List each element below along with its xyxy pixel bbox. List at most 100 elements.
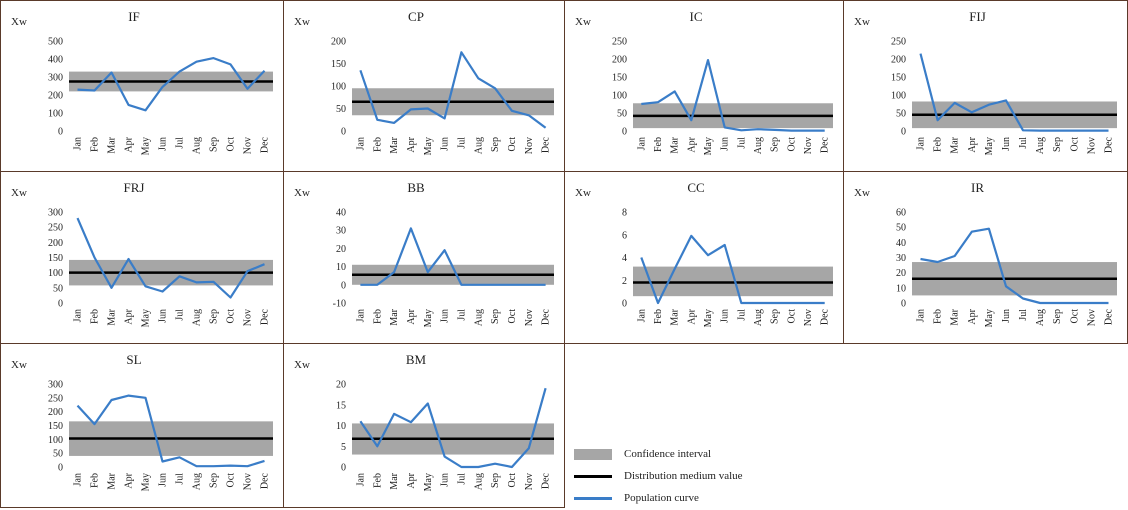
chart-title: SL xyxy=(126,352,141,367)
y-tick-label: 200 xyxy=(331,37,346,48)
x-tick-label: Mar xyxy=(950,308,961,325)
x-tick-label: Apr xyxy=(406,472,417,488)
x-tick-label: Dec xyxy=(1103,308,1114,325)
x-tick-label: May xyxy=(141,309,152,327)
y-tick-label: 100 xyxy=(48,435,63,446)
y-tick-label: 30 xyxy=(336,226,346,237)
y-tick-label: 0 xyxy=(901,127,906,138)
x-tick-label: Jul xyxy=(175,137,186,149)
x-tick-label: Oct xyxy=(507,473,518,488)
x-tick-label: Jul xyxy=(736,309,747,321)
y-tick-label: 200 xyxy=(612,55,627,66)
x-tick-label: Oct xyxy=(226,473,237,488)
y-tick-label: 0 xyxy=(58,127,63,138)
x-tick-label: May xyxy=(423,137,434,155)
chart-title: CC xyxy=(687,180,704,195)
x-tick-label: Jun xyxy=(158,473,169,487)
x-tick-label: Jun xyxy=(158,309,169,323)
x-tick-label: Aug xyxy=(473,137,484,154)
x-tick-label: Nov xyxy=(803,309,814,326)
legend-label-median: Distribution medium value xyxy=(624,470,743,482)
chart-title: BM xyxy=(406,352,427,367)
x-tick-label: Aug xyxy=(192,137,203,154)
x-tick-label: Oct xyxy=(226,137,237,152)
x-tick-label: Apr xyxy=(967,308,978,324)
x-tick-label: Feb xyxy=(90,137,101,152)
y-tick-label: 50 xyxy=(53,283,63,294)
x-tick-label: Oct xyxy=(507,309,518,324)
x-tick-label: Aug xyxy=(473,309,484,326)
x-tick-label: Mar xyxy=(107,472,118,489)
y-tick-label: 100 xyxy=(48,268,63,279)
chart-title: IR xyxy=(971,180,984,195)
x-tick-label: Nov xyxy=(524,137,535,154)
legend-swatch-interval xyxy=(574,449,612,460)
x-tick-label: Jun xyxy=(440,137,451,151)
x-tick-label: Jul xyxy=(175,473,186,485)
x-tick-label: Apr xyxy=(124,136,135,152)
x-tick-label: Mar xyxy=(107,136,118,153)
y-tick-label: 0 xyxy=(341,280,346,291)
x-tick-label: Jul xyxy=(456,309,467,321)
x-tick-label: Sep xyxy=(770,309,781,324)
y-tick-label: 0 xyxy=(622,127,627,138)
x-tick-label: Jan xyxy=(355,309,366,322)
x-tick-label: Sep xyxy=(209,309,220,324)
y-tick-label: 100 xyxy=(48,109,63,120)
x-tick-label: Aug xyxy=(1035,309,1046,326)
x-tick-label: Nov xyxy=(524,473,535,490)
legend-item-median: Distribution medium value xyxy=(568,468,808,488)
population-curve xyxy=(78,218,265,297)
x-tick-label: Jan xyxy=(73,137,84,150)
x-tick-label: Nov xyxy=(524,309,535,326)
x-tick-label: Nov xyxy=(1086,137,1097,154)
y-tick-label: 50 xyxy=(336,104,346,115)
x-tick-label: Jan xyxy=(73,473,84,486)
x-tick-label: Jan xyxy=(355,473,366,486)
y-axis-label: Xw xyxy=(294,359,310,371)
y-tick-label: 6 xyxy=(622,230,627,241)
y-tick-label: 20 xyxy=(896,268,906,279)
chart-title: FIJ xyxy=(969,9,986,24)
y-tick-label: 250 xyxy=(612,37,627,48)
y-axis-label: Xw xyxy=(11,359,27,371)
x-tick-label: May xyxy=(141,137,152,155)
x-tick-label: Aug xyxy=(192,473,203,490)
x-tick-label: Dec xyxy=(1103,136,1114,153)
x-tick-label: Apr xyxy=(124,308,135,324)
x-tick-label: Feb xyxy=(90,473,101,488)
y-tick-label: 100 xyxy=(331,82,346,93)
x-tick-label: Apr xyxy=(124,472,135,488)
y-tick-label: 200 xyxy=(48,407,63,418)
x-tick-label: Jul xyxy=(175,309,186,321)
legend: Confidence interval Distribution medium … xyxy=(568,440,808,508)
x-tick-label: Mar xyxy=(389,472,400,489)
x-tick-label: Jun xyxy=(158,137,169,151)
x-tick-label: Dec xyxy=(260,308,271,325)
y-tick-label: 400 xyxy=(48,55,63,66)
x-tick-label: Sep xyxy=(209,137,220,152)
x-tick-label: Apr xyxy=(406,136,417,152)
x-tick-label: Sep xyxy=(490,309,501,324)
x-tick-label: Jan xyxy=(916,309,927,322)
x-tick-label: Aug xyxy=(753,309,764,326)
x-tick-label: May xyxy=(703,309,714,327)
x-tick-label: Jun xyxy=(720,137,731,151)
x-tick-label: Nov xyxy=(243,309,254,326)
x-tick-label: Jan xyxy=(355,137,366,150)
y-tick-label: 150 xyxy=(331,59,346,70)
x-tick-label: Dec xyxy=(541,308,552,325)
y-tick-label: 0 xyxy=(58,463,63,474)
x-tick-label: Jan xyxy=(636,309,647,322)
y-tick-label: 150 xyxy=(48,421,63,432)
x-tick-label: Jan xyxy=(73,309,84,322)
x-tick-label: Aug xyxy=(1035,137,1046,154)
y-tick-label: 8 xyxy=(622,208,627,219)
